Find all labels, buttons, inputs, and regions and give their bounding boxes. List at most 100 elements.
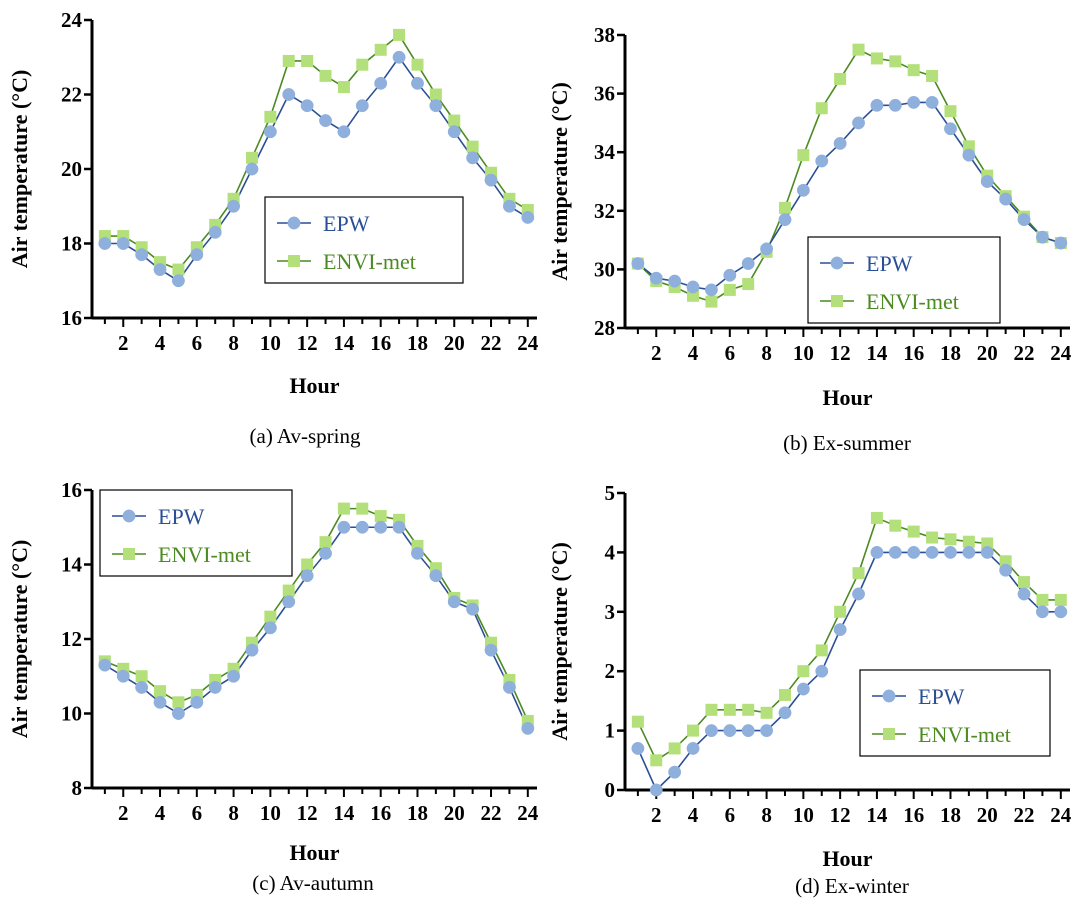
epw-point: [668, 274, 682, 288]
epw-point: [116, 237, 130, 250]
envi-met-point: [962, 140, 975, 153]
y-tick-label: 10: [61, 702, 82, 726]
epw-point: [999, 192, 1013, 206]
epw-point: [888, 545, 902, 559]
legend: EPW ENVI-met: [807, 236, 1001, 324]
x-tick-label: 12: [297, 801, 318, 825]
envi-met-point: [356, 502, 369, 515]
envi-met-point: [834, 605, 847, 618]
envi-met-point: [282, 54, 295, 67]
envi-met-point: [154, 685, 167, 698]
epw-point: [962, 545, 976, 559]
epw-point: [852, 116, 865, 130]
x-tick-label: 20: [444, 331, 465, 355]
y-tick-label: 34: [594, 140, 616, 164]
x-tick-label: 18: [407, 331, 428, 355]
envi-met-point: [319, 69, 332, 82]
x-tick-label: 6: [192, 801, 203, 825]
epw-point: [870, 545, 884, 559]
envi-met-point: [723, 283, 736, 296]
x-tick-label: 24: [1050, 803, 1072, 827]
epw-point: [135, 248, 149, 262]
envi-met-point: [907, 64, 920, 77]
y-tick-label: 22: [61, 83, 82, 107]
legend-label-epw: EPW: [323, 211, 370, 236]
epw-point: [962, 148, 976, 162]
epw-point: [999, 563, 1013, 577]
epw-point: [319, 114, 332, 128]
envi-met-point: [429, 88, 442, 101]
x-tick-label: 2: [118, 801, 129, 825]
y-tick-label: 2: [605, 659, 616, 683]
x-tick-label: 24: [517, 801, 539, 825]
x-tick-label: 12: [830, 341, 851, 365]
envi-met-point: [889, 519, 902, 532]
epw-point: [171, 274, 185, 288]
legend-label-envi-met: ENVI-met: [918, 722, 1011, 747]
x-tick-label: 6: [192, 331, 203, 355]
epw-point: [502, 199, 516, 213]
epw-point: [778, 706, 792, 720]
x-tick-label: 10: [793, 803, 814, 827]
x-axis-title: Hour: [289, 840, 339, 865]
envi-met-point: [815, 644, 828, 657]
y-axis-title: Air temperature (°C): [7, 70, 32, 269]
envi-met-point: [668, 742, 681, 755]
epw-point: [116, 669, 130, 683]
y-tick-label: 0: [605, 778, 616, 802]
y-tick-label: 28: [594, 316, 615, 340]
epw-point: [447, 125, 461, 139]
x-tick-label: 14: [866, 341, 888, 365]
x-tick-label: 16: [370, 331, 391, 355]
envi-met-point: [852, 567, 865, 580]
epw-point: [287, 216, 301, 230]
x-tick-label: 18: [940, 803, 961, 827]
legend-label-epw: EPW: [158, 504, 205, 529]
envi-met-point: [797, 665, 810, 678]
x-tick-label: 20: [444, 801, 465, 825]
epw-point: [282, 88, 296, 101]
envi-met-point: [778, 688, 791, 701]
legend: EPW ENVI-met: [264, 196, 464, 284]
epw-point: [355, 99, 369, 113]
x-tick-label: 22: [481, 801, 502, 825]
epw-point: [925, 95, 939, 109]
legend-label-epw: EPW: [918, 684, 965, 709]
x-tick-label: 4: [688, 341, 699, 365]
envi-met-point: [723, 703, 736, 716]
epw-point: [227, 199, 241, 213]
epw-point: [521, 210, 535, 224]
envi-met-point: [831, 295, 843, 307]
x-tick-label: 4: [155, 801, 166, 825]
epw-point: [484, 643, 498, 657]
epw-point: [668, 765, 682, 779]
epw-point: [171, 707, 185, 720]
epw-point: [833, 623, 847, 637]
epw-point: [631, 257, 645, 270]
epw-point: [484, 173, 498, 187]
epw-point: [300, 99, 314, 113]
x-tick-label: 22: [481, 331, 502, 355]
envi-met-point: [760, 706, 773, 719]
x-tick-label: 12: [297, 331, 318, 355]
epw-point: [282, 595, 296, 609]
epw-point: [466, 602, 480, 616]
legend-label-envi-met: ENVI-met: [158, 542, 251, 567]
x-tick-label: 8: [228, 801, 239, 825]
envi-met-point: [319, 536, 332, 549]
x-tick-label: 6: [725, 341, 736, 365]
epw-point: [263, 125, 277, 139]
epw-point: [1054, 605, 1068, 619]
envi-met-point: [742, 703, 755, 716]
envi-met-point: [1054, 593, 1067, 606]
envi-met-point: [926, 70, 939, 83]
x-tick-label: 16: [903, 803, 924, 827]
envi-met-point: [245, 151, 258, 164]
legend: EPW ENVI-met: [859, 669, 1051, 757]
x-tick-label: 20: [977, 341, 998, 365]
epw-point: [502, 680, 516, 694]
envi-met-point: [650, 754, 663, 767]
envi-met-point: [797, 149, 810, 162]
epw-point: [944, 122, 957, 136]
